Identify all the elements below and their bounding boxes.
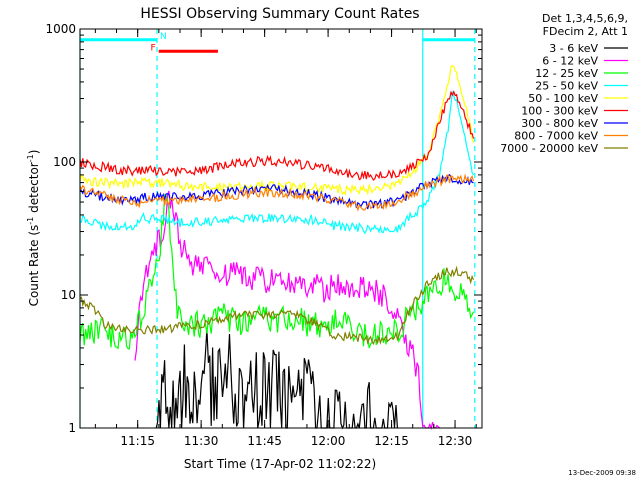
series-line-7 [79, 173, 475, 212]
chart-title: HESSI Observing Summary Count Rates [140, 6, 419, 22]
plot-frame [79, 28, 483, 429]
x-tick-label: 12:30 [438, 434, 473, 448]
y-axis-label-sup1: -1 [26, 217, 35, 225]
y-axis: 1 10 100 1000 [45, 22, 482, 435]
legend-header-line: Det 1,3,4,5,6,9, [542, 12, 628, 25]
legend-entry-label: 3 - 6 keV [549, 42, 598, 55]
y-tick-label: 1000 [45, 22, 76, 36]
x-tick-label: 11:15 [120, 434, 155, 448]
y-tick-label: 100 [53, 155, 76, 169]
legend-entry-label: 800 - 7000 keV [514, 130, 598, 143]
y-tick-label: 1 [68, 421, 76, 435]
x-axis-label: Start Time (17-Apr-02 11:02:22) [184, 457, 376, 471]
x-tick-label: 11:45 [247, 434, 282, 448]
y-axis-label-part1: Count Rate (s [27, 225, 41, 307]
y-axis-label-sup2: -1 [26, 154, 35, 162]
series-line-5 [79, 90, 475, 181]
x-tick-label: 12:15 [374, 434, 409, 448]
footer-timestamp: 13-Dec-2009 09:38 [568, 469, 636, 477]
series-line-4 [79, 64, 475, 196]
series-line-2 [79, 193, 475, 350]
x-tick-label: 12:00 [311, 434, 346, 448]
series-line-1 [134, 190, 441, 430]
legend-entry-label: 12 - 25 keV [535, 67, 598, 80]
series-line-8 [79, 265, 475, 346]
legend-entry-label: 50 - 100 keV [528, 92, 598, 105]
x-tick-label: 11:30 [184, 434, 219, 448]
y-axis-label: Count Rate (s-1 detector-1) [26, 150, 41, 307]
y-tick-label: 10 [61, 288, 76, 302]
legend: Det 1,3,4,5,6,9,FDecim 2, Att 1 3 - 6 keV… [500, 12, 628, 155]
flag-label: N [160, 32, 167, 42]
y-axis-label-part2: detector [27, 162, 41, 217]
series-line-3 [79, 91, 475, 235]
x-axis: 11:15 11:30 11:45 12:00 12:15 12:30 [94, 29, 477, 448]
series-layer [79, 64, 475, 430]
legend-entry-label: 7000 - 20000 keV [500, 142, 598, 155]
legend-entry-label: 100 - 300 keV [521, 105, 598, 118]
series-line-0 [155, 329, 398, 430]
y-axis-label-part3: ) [27, 150, 41, 155]
flag-label: F [151, 43, 156, 53]
legend-entry-label: 300 - 800 keV [521, 117, 598, 130]
legend-entry-label: 25 - 50 keV [535, 80, 598, 93]
legend-header-line: FDecim 2, Att 1 [543, 25, 628, 38]
series-line-6 [79, 173, 474, 210]
legend-entry-label: 6 - 12 keV [542, 55, 598, 68]
